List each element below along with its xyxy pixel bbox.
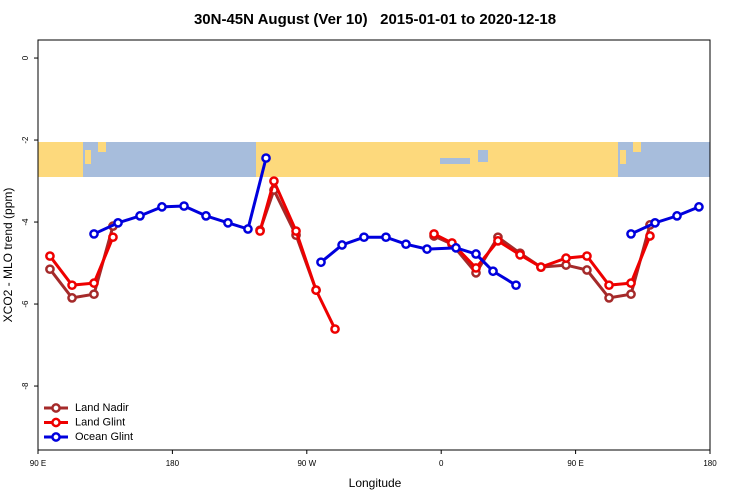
series-line (48, 176, 652, 330)
point (694, 202, 704, 212)
point (157, 202, 167, 212)
chart-title: 30N-45N August (Ver 10) 2015-01-01 to 20… (194, 11, 556, 28)
y-tick-label: -8 (21, 382, 30, 390)
point (45, 251, 55, 261)
point (471, 249, 481, 259)
point (108, 232, 118, 243)
point (511, 280, 521, 291)
series-line (93, 157, 700, 287)
legend-marker (51, 417, 61, 428)
point (269, 176, 279, 186)
y-tick-label: 0 (21, 55, 30, 60)
point (89, 289, 99, 300)
point (261, 153, 271, 163)
y-tick-label: -6 (21, 300, 30, 308)
point (515, 249, 525, 260)
point (330, 324, 340, 334)
legend-label: Land Glint (75, 416, 125, 428)
point (451, 243, 461, 253)
point (422, 244, 432, 254)
x-tick-label: 0 (439, 459, 444, 468)
point (493, 236, 503, 246)
point (582, 251, 592, 261)
x-tick-label: 180 (166, 459, 180, 468)
x-tick-label: 90 W (297, 459, 316, 468)
point (337, 240, 347, 250)
point (582, 265, 592, 275)
point (650, 218, 660, 228)
point (223, 218, 233, 228)
map-strip (38, 142, 710, 177)
point (471, 263, 481, 273)
point (536, 262, 546, 272)
y-tick-label: -4 (21, 218, 30, 226)
point (359, 232, 369, 243)
x-axis-label: Longitude (349, 476, 402, 490)
point (89, 278, 99, 288)
point (45, 264, 55, 275)
point (381, 232, 391, 243)
point (243, 224, 253, 234)
x-tick-label: 90 E (30, 459, 46, 468)
point (255, 226, 265, 236)
point (67, 293, 77, 303)
point (429, 229, 439, 239)
legend-label: Ocean Glint (75, 431, 133, 443)
legend-label: Land Nadir (75, 402, 129, 414)
point (89, 229, 99, 239)
point (645, 231, 655, 241)
series-line (48, 186, 652, 300)
point (67, 280, 77, 291)
point (561, 253, 571, 263)
point (488, 266, 498, 277)
y-axis-label: XCO2 - MLO trend (ppm) (1, 188, 15, 323)
point (626, 229, 636, 239)
point (135, 211, 145, 221)
point (291, 226, 301, 236)
legend-marker (51, 403, 61, 413)
point (113, 218, 123, 228)
point (604, 293, 614, 303)
point (316, 257, 326, 268)
point (672, 211, 682, 221)
x-tick-label: 90 E (567, 459, 583, 468)
legend-marker (51, 432, 61, 442)
x-tick-label: 180 (703, 459, 717, 468)
point (179, 201, 189, 211)
point (201, 211, 211, 221)
point (401, 239, 411, 250)
y-tick-label: -2 (21, 136, 30, 144)
point (626, 278, 636, 288)
point (626, 289, 636, 300)
point (311, 285, 321, 295)
point (604, 280, 614, 291)
plot-frame (37, 39, 711, 451)
